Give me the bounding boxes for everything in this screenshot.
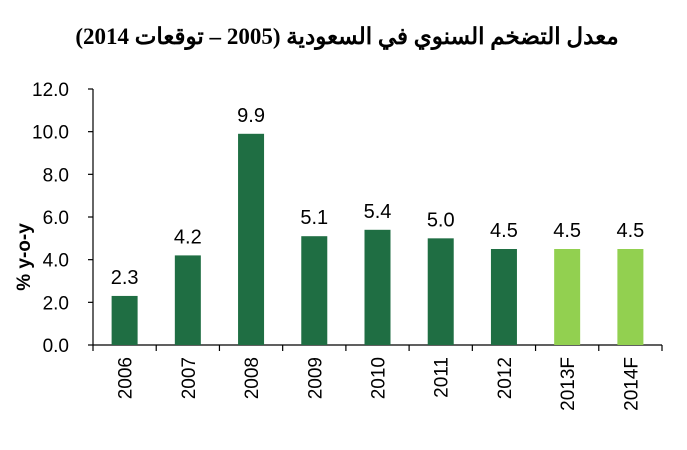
x-tick-label-2006: 2006 [116,357,137,399]
data-labels: 2.3 4.2 9.9 5.1 5.4 5.0 4.5 4.5 4.5 [111,105,645,289]
data-label-2007: 4.2 [174,226,202,248]
chart-title: معدل التضخم السنوي في السعودية (2005 – ت… [75,24,618,51]
x-tick-label-2013f: 2013F [558,357,579,411]
data-label-2006: 2.3 [111,267,139,289]
y-tick-label: 10.0 [32,123,69,144]
bar-2009 [301,236,328,345]
data-label-2013f: 4.5 [553,220,581,242]
bar-2010 [364,229,391,345]
bar-2007 [174,255,201,345]
data-label-2011: 5.0 [427,209,455,231]
y-tick-label: 4.0 [43,251,69,272]
bars [111,133,644,345]
data-label-2008: 9.9 [237,105,265,127]
x-tick-label-2008: 2008 [242,357,263,399]
y-tick-label: 8.0 [43,165,69,186]
bar-2006 [111,295,138,345]
y-tick-label: 2.0 [43,293,69,314]
bar-2008 [238,133,265,345]
y-tick-label: 12.0 [32,80,69,101]
x-tick-label-2007: 2007 [179,357,200,399]
y-axis: 0.0 2.0 4.0 6.0 8.0 10.0 12.0 [32,80,94,357]
bar-2013f [554,249,581,345]
data-label-2009: 5.1 [300,207,328,229]
x-tick-label-2011: 2011 [432,357,453,398]
y-tick-label: 0.0 [43,336,69,357]
bar-2011 [427,238,454,345]
x-tick-label-2012: 2012 [495,357,516,399]
y-axis-label: % y-o-y [14,223,35,291]
x-tick-label-2010: 2010 [369,357,390,399]
bar-2014f [617,249,644,345]
x-tick-label-2009: 2009 [305,357,326,399]
data-label-2012: 4.5 [490,220,518,242]
x-tick-label-2014f: 2014F [621,357,642,411]
y-tick-label: 6.0 [43,208,69,229]
data-label-2014f: 4.5 [616,220,644,242]
data-label-2010: 5.4 [364,201,392,223]
bar-2012 [490,249,517,345]
x-axis: 2006 2007 2008 2009 2010 2011 2012 2013F 2014F [92,344,663,411]
